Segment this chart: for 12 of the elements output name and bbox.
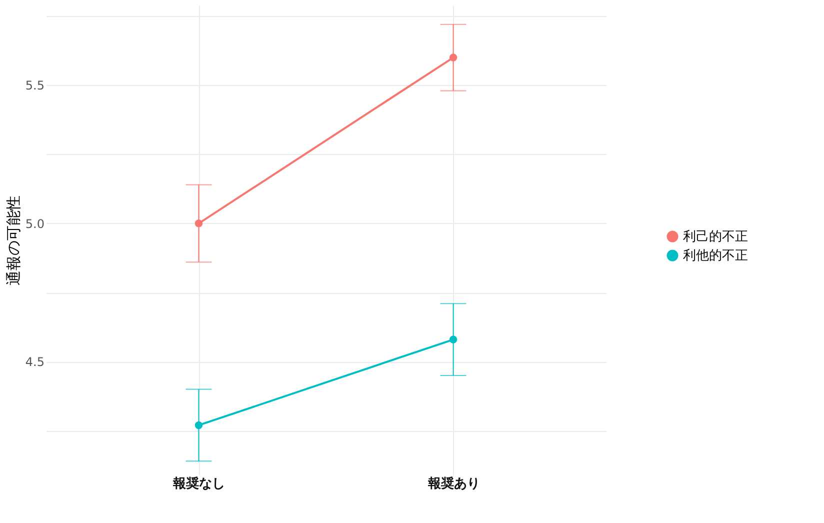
point bbox=[449, 336, 458, 344]
legend-label: 利己的不正 bbox=[683, 230, 748, 244]
legend-label: 利他的不正 bbox=[683, 248, 748, 264]
point bbox=[194, 421, 203, 430]
y-axis-title: 通報の可能性 bbox=[4, 196, 22, 286]
y-tick-label: 5.0 bbox=[25, 216, 44, 231]
y-tick-label: 4.5 bbox=[25, 355, 44, 370]
x-tick-label: 報奨なし bbox=[172, 476, 226, 492]
x-tick-label: 報奨あり bbox=[426, 476, 480, 492]
point bbox=[194, 220, 203, 228]
y-tick-label: 5.5 bbox=[25, 78, 44, 93]
point bbox=[449, 54, 458, 62]
